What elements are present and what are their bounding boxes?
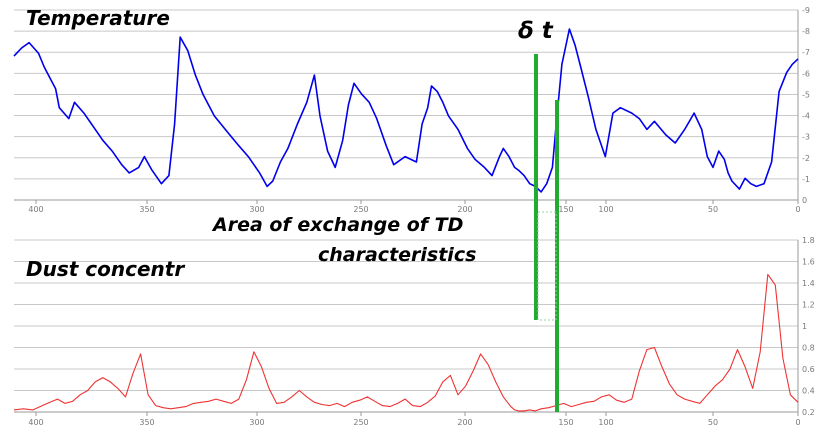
delta-t-label: δ t [518, 18, 553, 44]
dust-series-line [13, 273, 799, 412]
temperature-x-tick-label: 250 [353, 205, 368, 214]
temperature-x-tick-label: 400 [28, 205, 43, 214]
temperature-x-tick-label: 300 [249, 205, 264, 214]
exchange-area-label-line1: Area of exchange of TD [213, 214, 464, 236]
exchange-area-zone [537, 211, 557, 321]
temperature-x-tick-label: 0 [795, 205, 800, 214]
dust-x-tick-label: 250 [353, 418, 368, 427]
temperature-x-tick-label: 150 [558, 205, 573, 214]
temperature-y-tick-label: 0 [802, 196, 807, 205]
dust-y-tick-label: 1.2 [802, 301, 815, 310]
temperature-y-tick-label: -8 [802, 27, 810, 36]
temperature-y-tick-label: -7 [802, 48, 810, 57]
temperature-y-tick-label: -6 [802, 69, 810, 78]
dust-x-tick-label: 50 [708, 418, 718, 427]
dust-y-tick-label: 0.2 [802, 408, 815, 417]
temperature-x-tick-label: 100 [598, 205, 613, 214]
temperature-y-tick-label: -4 [802, 112, 810, 121]
temperature-y-tick-label: -5 [802, 90, 810, 99]
dust-x-tick-label: 300 [249, 418, 264, 427]
exchange-area-label-line2: characteristics [318, 244, 477, 266]
temperature-title: Temperature [26, 6, 170, 30]
dust-x-tick-label: 0 [795, 418, 800, 427]
dust-y-tick-label: 1.4 [802, 279, 815, 288]
dust-y-tick-label: 1.8 [802, 236, 815, 245]
dust-x-tick-label: 150 [558, 418, 573, 427]
dust-x-tick-label: 100 [598, 418, 613, 427]
dust-y-tick-label: 1 [802, 322, 807, 331]
temperature-x-tick-label: 50 [708, 205, 718, 214]
dust-x-tick-label: 350 [139, 418, 154, 427]
temperature-x-tick-label: 350 [139, 205, 154, 214]
temperature-y-tick-label: -2 [802, 154, 810, 163]
temperature-y-tick-label: -1 [802, 175, 810, 184]
dust-y-tick-label: 0.4 [802, 387, 815, 396]
temperature-y-tick-label: -9 [802, 6, 810, 15]
temperature-series-line [13, 28, 799, 193]
dust-y-tick-label: 1.6 [802, 258, 815, 267]
dust-x-tick-label: 400 [28, 418, 43, 427]
dust-title: Dust concentr [26, 257, 185, 281]
dust-y-tick-label: 0.6 [802, 365, 815, 374]
dust-x-tick-label: 200 [457, 418, 472, 427]
temperature-x-tick-label: 200 [457, 205, 472, 214]
dust-y-tick-label: 0.8 [802, 344, 815, 353]
temperature-y-tick-label: -3 [802, 133, 810, 142]
